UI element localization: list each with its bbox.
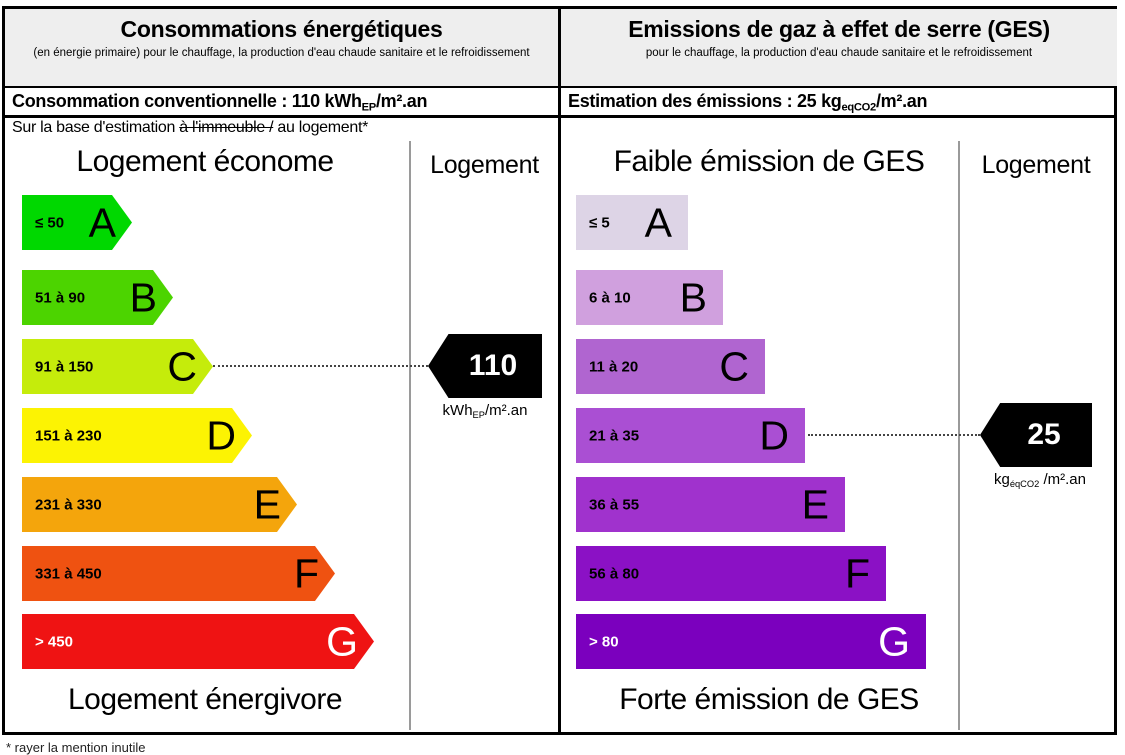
energy-value-subscript: EP [361,101,377,114]
ges-value-row: Estimation des émissions : 25 kgeqCO2/m²… [561,88,1117,118]
ges-indicator-dotted-line [808,434,980,436]
energy-indicator-value: 110 [468,349,518,382]
energy-bar-f-letter: F [293,550,319,596]
ges-bar-f-letter: F [844,550,870,596]
ges-scale-top-label: Faible émission de GES [613,145,925,178]
ges-bar-d-letter: D [759,412,789,458]
energy-scale-bottom-label: Logement énergivore [67,683,343,716]
ges-bar-e-letter: E [801,481,829,527]
energy-column-header: Logement [430,151,539,179]
energy-bar-f: 331 à 450 F [22,546,335,601]
energy-bar-c-letter: C [167,343,197,389]
ges-column-header: Logement [981,151,1091,179]
ges-bar-b-letter: B [679,274,707,320]
ges-bar-d: 21 à 35 D [576,408,805,463]
estimation-prefix: Sur la base d'estimation [12,119,180,136]
energy-unit-suffix: /m².an [484,402,528,419]
energy-header: Consommations énergétiques (en énergie p… [5,9,558,88]
ges-indicator-unit: kgéqCO2 /m².an [965,471,1115,489]
ges-bar-c-letter: C [719,343,749,389]
energy-bar-c: 91 à 150 C [22,339,213,394]
ges-scale-bottom-label: Forte émission de GES [619,683,919,716]
ges-header: Emissions de gaz à effet de serre (GES) … [561,9,1117,88]
ges-title: Emissions de gaz à effet de serre (GES) [628,16,1050,42]
energy-bar-d: 151 à 230 D [22,408,252,463]
energy-bar-a-letter: A [88,199,116,245]
energy-bar-c-range: 91 à 150 [35,358,94,375]
ges-bar-d-range: 21 à 35 [589,427,640,444]
energy-bar-d-letter: D [206,412,236,458]
estimation-suffix: au logement* [273,119,369,136]
ges-value-suffix: /m².an [875,91,928,111]
energy-indicator-unit: kWhEP/m².an [410,402,560,420]
energy-bar-g-range: > 450 [35,633,73,650]
ges-bar-f: 56 à 80 F [576,546,886,601]
energy-indicator-marker: 110 [428,334,542,398]
ges-subtitle: pour le chauffage, la production d'eau c… [645,47,1033,59]
energy-value-row: Consommation conventionnelle : 110 kWhEP… [5,88,558,118]
energy-bar-a: ≤ 50 A [22,195,132,250]
energy-bar-b-letter: B [129,274,157,320]
energy-scale-top-label: Logement économe [76,145,334,178]
ges-panel: Emissions de gaz à effet de serre (GES) … [558,9,1117,732]
ges-bar-f-range: 56 à 80 [589,565,640,582]
estimation-basis-line: Sur la base d'estimation à l'immeuble / … [12,119,368,137]
ges-unit-subscript: éqCO2 [1009,478,1040,489]
ges-unit-suffix: /m².an [1039,471,1086,488]
energy-unit-prefix: kWh [442,402,473,419]
energy-panel: Consommations énergétiques (en énergie p… [5,9,558,732]
ges-value-subscript: eqCO2 [841,101,877,114]
energy-value-suffix: /m².an [375,91,428,111]
energy-bar-d-range: 151 à 230 [35,427,102,444]
dpe-frame: Consommations énergétiques (en énergie p… [2,6,1117,735]
energy-bar-g: > 450 G [22,614,374,669]
energy-bar-f-range: 331 à 450 [35,565,102,582]
ges-bar-a: ≤ 5 A [576,195,688,250]
footnote: * rayer la mention inutile [6,740,146,755]
energy-subtitle: (en énergie primaire) pour le chauffage,… [33,47,530,59]
ges-bar-b: 6 à 10 B [576,270,723,325]
ges-bar-e-range: 36 à 55 [589,496,640,513]
ges-bar-g: > 80 G [576,614,926,669]
energy-unit-subscript: EP [472,409,485,420]
ges-bar-b-range: 6 à 10 [589,289,631,306]
energy-bar-g-letter: G [326,618,358,664]
energy-bar-e-letter: E [253,481,281,527]
energy-bar-e-range: 231 à 330 [35,496,102,513]
estimation-struck-text: à l'immeuble / [179,119,274,136]
ges-indicator-marker: 25 [980,403,1092,467]
ges-bar-a-letter: A [644,199,672,245]
ges-indicator-value: 25 [1027,418,1061,451]
ges-bar-e: 36 à 55 E [576,477,845,532]
energy-value-prefix: Consommation conventionnelle : 110 kWh [12,91,362,111]
ges-unit-prefix: kg [994,471,1010,488]
ges-bar-c-range: 11 à 20 [589,358,639,375]
energy-indicator-dotted-line [213,365,428,367]
ges-bar-a-range: ≤ 5 [589,214,610,231]
energy-bar-e: 231 à 330 E [22,477,297,532]
energy-column-divider [409,141,411,730]
energy-bar-a-range: ≤ 50 [35,214,65,231]
ges-bar-g-letter: G [878,618,910,664]
ges-value-prefix: Estimation des émissions : 25 kg [568,91,842,111]
ges-bar-g-range: > 80 [589,633,619,650]
energy-bar-b-range: 51 à 90 [35,289,86,306]
energy-bar-b: 51 à 90 B [22,270,173,325]
energy-title: Consommations énergétiques [120,16,443,42]
ges-bar-c: 11 à 20 C [576,339,765,394]
